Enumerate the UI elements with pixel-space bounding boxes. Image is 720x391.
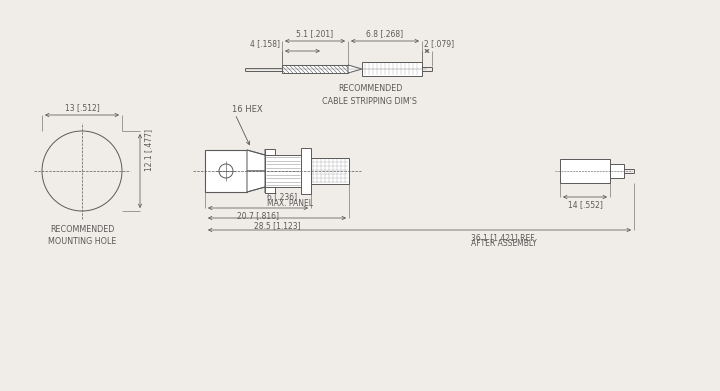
Text: 2 [.079]: 2 [.079] — [424, 39, 454, 48]
Text: RECOMMENDED
CABLE STRIPPING DIM'S: RECOMMENDED CABLE STRIPPING DIM'S — [323, 84, 418, 106]
Text: 16 HEX: 16 HEX — [232, 106, 263, 115]
Bar — [205, 150, 247, 192]
Text: RECOMMENDED
MOUNTING HOLE: RECOMMENDED MOUNTING HOLE — [48, 225, 116, 246]
Bar — [301, 148, 311, 194]
Bar — [265, 149, 275, 155]
Bar — [610, 164, 624, 178]
Text: 13 [.512]: 13 [.512] — [65, 103, 99, 112]
Text: 12.1 [.477]: 12.1 [.477] — [144, 129, 153, 171]
Polygon shape — [247, 150, 265, 171]
Text: 6.8 [.268]: 6.8 [.268] — [366, 29, 404, 38]
Text: 20.7 [.816]: 20.7 [.816] — [237, 211, 279, 220]
Bar — [362, 62, 422, 76]
Bar — [265, 155, 301, 187]
Polygon shape — [247, 171, 265, 192]
Text: MAX. PANEL: MAX. PANEL — [267, 199, 313, 208]
Bar — [560, 159, 610, 183]
Text: 14 [.552]: 14 [.552] — [567, 200, 603, 209]
Bar — [265, 187, 275, 193]
Polygon shape — [348, 65, 362, 73]
Text: AFTER ASSEMBLY: AFTER ASSEMBLY — [471, 239, 536, 248]
Text: 4 [.158]: 4 [.158] — [250, 39, 280, 48]
Text: 6 [.236]: 6 [.236] — [267, 192, 297, 201]
Bar — [282, 65, 348, 73]
Text: 5.1 [.201]: 5.1 [.201] — [297, 29, 333, 38]
Text: 36.1 [1.421] REF.: 36.1 [1.421] REF. — [471, 233, 536, 242]
Bar — [311, 158, 349, 184]
Text: 28.5 [1.123]: 28.5 [1.123] — [253, 221, 300, 230]
